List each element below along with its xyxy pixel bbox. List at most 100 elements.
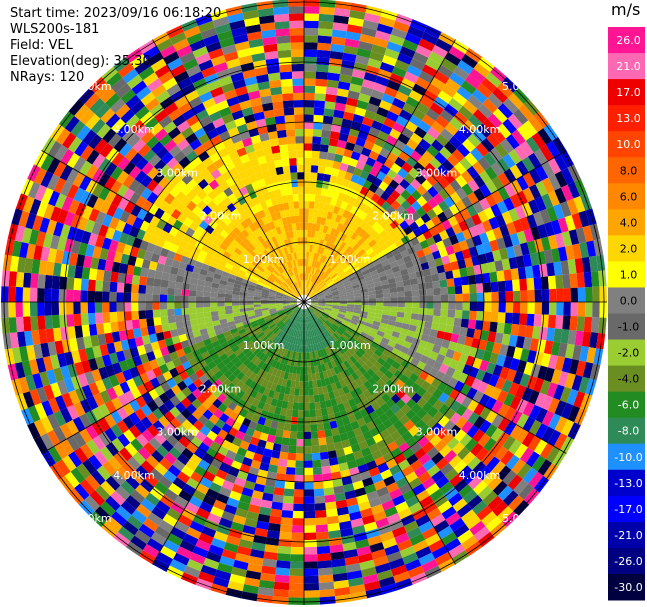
range-gate	[289, 299, 297, 302]
range-gate	[298, 402, 304, 411]
range-gate	[219, 242, 229, 251]
range-gate	[281, 272, 287, 280]
range-gate	[311, 452, 321, 461]
range-gate	[228, 443, 240, 454]
range-gate	[348, 180, 357, 190]
range-gate	[276, 267, 283, 274]
range-gate	[192, 489, 206, 502]
range-gate	[337, 337, 345, 345]
range-gate	[237, 501, 250, 512]
range-gate	[253, 294, 262, 298]
range-gate	[246, 299, 254, 302]
range-gate	[508, 382, 520, 396]
range-gate	[53, 367, 64, 383]
range-gate	[221, 154, 232, 165]
range-gate	[402, 317, 411, 325]
range-gate	[484, 292, 492, 302]
range-gate	[308, 201, 315, 209]
range-gate	[268, 308, 277, 312]
range-gate	[317, 306, 325, 310]
range-gate	[350, 120, 362, 131]
range-gate	[241, 392, 250, 402]
range-gate	[106, 387, 118, 401]
range-gate	[179, 539, 196, 553]
range-gate	[361, 302, 369, 306]
range-gate	[562, 315, 571, 330]
range-gate	[198, 346, 208, 355]
range-gate	[328, 182, 336, 191]
range-gate	[397, 84, 413, 97]
range-gate	[319, 325, 326, 333]
range-gate	[556, 302, 564, 316]
range-gate	[263, 314, 271, 320]
range-gate	[204, 519, 219, 531]
range-gate	[307, 273, 310, 281]
range-gate	[319, 400, 327, 409]
range-gate	[253, 111, 265, 121]
range-gate	[585, 378, 597, 396]
range-gate	[185, 501, 200, 515]
range-gate	[116, 406, 129, 420]
range-gate	[84, 495, 100, 512]
range-gate	[279, 323, 286, 330]
range-gate	[368, 298, 377, 302]
range-gate	[271, 313, 279, 319]
range-gate	[412, 302, 420, 308]
range-gate	[138, 310, 147, 320]
range-gate	[246, 296, 254, 300]
range-gate	[164, 337, 174, 347]
range-gate	[298, 201, 304, 209]
range-gate	[350, 76, 364, 86]
range-gate	[384, 544, 400, 556]
range-gate	[336, 506, 349, 516]
range-gate	[310, 304, 318, 309]
range-gate	[461, 395, 473, 409]
range-gate	[344, 490, 357, 500]
range-gate	[265, 247, 273, 256]
range-gate	[288, 597, 304, 605]
range-gate	[598, 317, 607, 334]
range-gate	[309, 306, 316, 312]
range-gate	[166, 533, 183, 547]
range-gate	[426, 384, 438, 396]
range-gate	[269, 138, 280, 147]
range-gate	[386, 551, 403, 563]
range-gate	[158, 519, 175, 534]
range-gate	[272, 316, 280, 322]
range-gate	[323, 257, 330, 265]
range-gate	[173, 552, 190, 566]
range-gate	[160, 316, 169, 325]
range-gate	[339, 520, 352, 530]
range-gate	[540, 353, 551, 368]
range-gate	[181, 173, 193, 185]
range-gate	[500, 450, 515, 466]
range-gate	[492, 480, 508, 496]
range-gate	[309, 351, 313, 360]
range-gate	[304, 518, 316, 526]
range-gate	[330, 197, 338, 206]
range-gate	[239, 308, 247, 313]
range-gate	[339, 354, 347, 363]
range-gate	[249, 363, 258, 372]
range-gate	[213, 435, 225, 446]
range-gate	[149, 358, 159, 370]
range-gate	[74, 104, 90, 121]
range-gate	[279, 274, 286, 281]
range-gate	[255, 476, 267, 486]
range-gate	[136, 86, 152, 101]
range-gate	[315, 78, 328, 87]
range-gate	[135, 125, 150, 139]
range-gate	[214, 344, 223, 353]
range-gate	[501, 333, 511, 346]
range-gate	[236, 244, 245, 253]
range-gate	[256, 74, 269, 84]
range-gate	[304, 309, 307, 317]
range-gate	[278, 538, 292, 547]
range-gate	[112, 384, 124, 397]
range-gate	[131, 80, 148, 95]
range-gate	[398, 333, 407, 341]
range-gate	[521, 387, 533, 402]
range-gate	[322, 264, 328, 272]
range-gate	[326, 79, 339, 89]
range-gate	[295, 307, 301, 315]
